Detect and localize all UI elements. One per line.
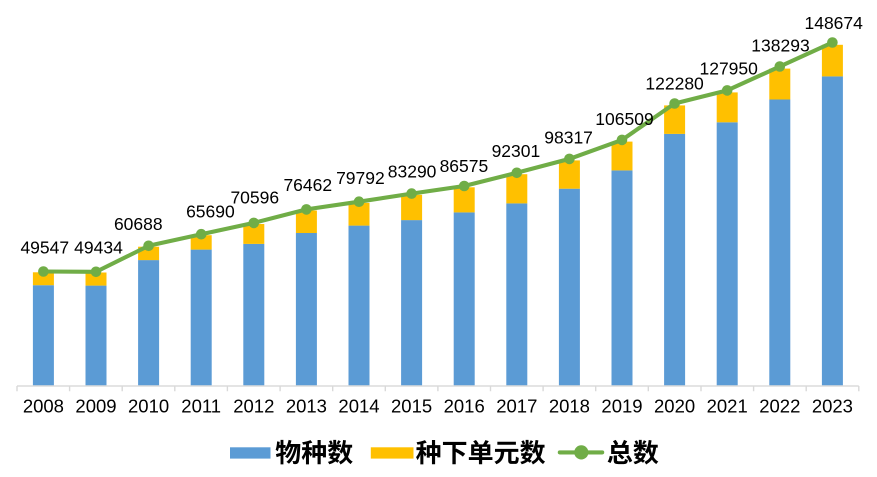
svg-text:122280: 122280 xyxy=(645,73,704,93)
svg-text:49547: 49547 xyxy=(20,238,69,258)
svg-text:49434: 49434 xyxy=(74,238,123,258)
svg-text:76462: 76462 xyxy=(283,175,332,195)
svg-text:92301: 92301 xyxy=(492,141,541,161)
svg-text:86575: 86575 xyxy=(440,156,489,176)
svg-text:148674: 148674 xyxy=(804,13,863,33)
svg-text:2012: 2012 xyxy=(233,395,274,416)
svg-text:2023: 2023 xyxy=(812,395,853,416)
svg-text:2015: 2015 xyxy=(391,395,432,416)
svg-text:2008: 2008 xyxy=(23,395,64,416)
svg-text:2020: 2020 xyxy=(654,395,695,416)
svg-text:2010: 2010 xyxy=(128,395,169,416)
svg-text:60688: 60688 xyxy=(114,214,163,234)
svg-text:138293: 138293 xyxy=(751,36,809,56)
svg-text:2021: 2021 xyxy=(707,395,748,416)
svg-text:2018: 2018 xyxy=(549,395,590,416)
svg-text:2016: 2016 xyxy=(444,395,485,416)
svg-text:2009: 2009 xyxy=(75,395,116,416)
svg-text:2011: 2011 xyxy=(181,395,221,416)
svg-text:79792: 79792 xyxy=(336,168,385,188)
svg-text:2017: 2017 xyxy=(496,395,537,416)
svg-text:83290: 83290 xyxy=(388,162,437,182)
svg-text:70596: 70596 xyxy=(230,188,279,208)
svg-text:127950: 127950 xyxy=(699,59,758,79)
svg-text:65690: 65690 xyxy=(186,202,235,222)
svg-text:98317: 98317 xyxy=(544,128,593,148)
svg-text:106509: 106509 xyxy=(595,109,653,129)
svg-text:2022: 2022 xyxy=(759,395,800,416)
svg-text:2019: 2019 xyxy=(601,395,642,416)
svg-text:2013: 2013 xyxy=(286,395,327,416)
svg-text:2014: 2014 xyxy=(338,395,379,416)
